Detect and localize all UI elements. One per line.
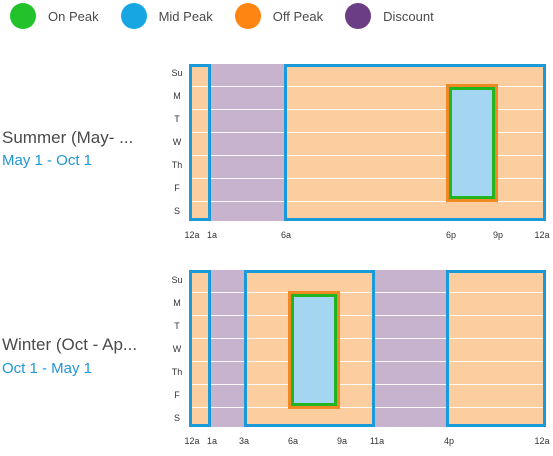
hour-tick: 1a bbox=[206, 230, 218, 240]
day-label: F bbox=[174, 390, 180, 400]
hour-tick: 9a bbox=[336, 436, 348, 446]
day-label: W bbox=[172, 344, 182, 354]
hour-tick: 12a bbox=[184, 436, 200, 446]
day-label: T bbox=[174, 114, 180, 124]
day-label: Su bbox=[171, 275, 183, 285]
summer-grid bbox=[189, 64, 546, 221]
legend-item-discount: Discount bbox=[345, 3, 434, 29]
rate-period-outline bbox=[244, 270, 375, 427]
grid-line bbox=[189, 155, 546, 156]
day-label: T bbox=[174, 321, 180, 331]
hour-tick: 12a bbox=[534, 436, 550, 446]
summer-schedule: Summer (May- ... May 1 - Oct 1 Su M T W … bbox=[0, 60, 553, 250]
hour-tick: 4p bbox=[443, 436, 455, 446]
grid-line bbox=[189, 86, 546, 87]
day-label: M bbox=[173, 91, 181, 101]
hour-tick: 1a bbox=[206, 436, 218, 446]
grid-line bbox=[189, 109, 546, 110]
season-dates: Oct 1 - May 1 bbox=[2, 360, 93, 377]
on-peak-dot-icon bbox=[10, 3, 36, 29]
hour-tick: 6a bbox=[280, 230, 292, 240]
legend-label: Mid Peak bbox=[158, 8, 213, 24]
off-peak-block bbox=[189, 64, 211, 221]
hour-tick: 6a bbox=[287, 436, 299, 446]
legend: On Peak Mid Peak Off Peak Discount bbox=[10, 3, 456, 29]
legend-item-mid-peak: Mid Peak bbox=[120, 3, 213, 29]
hour-tick: 6p bbox=[445, 230, 457, 240]
day-label: W bbox=[172, 137, 182, 147]
day-label: Th bbox=[171, 367, 183, 377]
off-peak-block bbox=[284, 64, 546, 221]
discount-block bbox=[211, 64, 284, 221]
grid-line bbox=[189, 292, 546, 293]
winter-schedule: Winter (Oct - Ap... Oct 1 - May 1 Su M T… bbox=[0, 266, 553, 456]
grid-line bbox=[189, 132, 546, 133]
discount-dot-icon bbox=[345, 3, 372, 29]
legend-item-off-peak: Off Peak bbox=[234, 3, 324, 29]
rate-period-outline bbox=[189, 64, 211, 221]
day-label: M bbox=[173, 298, 181, 308]
season-dates: May 1 - Oct 1 bbox=[2, 152, 93, 169]
hour-tick: 12a bbox=[534, 230, 550, 240]
grid-line bbox=[189, 315, 546, 316]
season-title: Winter (Oct - Ap... bbox=[2, 335, 138, 354]
hour-tick: 12a bbox=[184, 230, 200, 240]
rate-period-outline bbox=[284, 64, 546, 221]
legend-label: Off Peak bbox=[272, 8, 324, 24]
day-label: Th bbox=[171, 160, 183, 170]
grid-line bbox=[189, 201, 546, 202]
grid-line bbox=[189, 338, 546, 339]
off-peak-dot-icon bbox=[234, 3, 261, 29]
grid-line bbox=[189, 384, 546, 385]
mid-peak-dot-icon bbox=[120, 3, 147, 29]
hour-tick: 9p bbox=[492, 230, 504, 240]
hour-tick: 11a bbox=[369, 436, 385, 446]
discount-block bbox=[211, 270, 244, 427]
day-label: S bbox=[173, 413, 180, 423]
day-label: S bbox=[173, 206, 180, 216]
grid-line bbox=[189, 407, 546, 408]
off-peak-block bbox=[189, 270, 211, 427]
mid-peak-block bbox=[288, 291, 340, 409]
legend-item-on-peak: On Peak bbox=[10, 3, 99, 29]
grid-line bbox=[189, 361, 546, 362]
rate-period-outline bbox=[189, 270, 211, 427]
legend-label: Discount bbox=[383, 8, 434, 24]
off-peak-block bbox=[446, 270, 546, 427]
legend-label: On Peak bbox=[48, 8, 99, 24]
winter-grid bbox=[189, 270, 546, 427]
grid-line bbox=[189, 178, 546, 179]
season-title: Summer (May- ... bbox=[2, 128, 134, 147]
day-label: F bbox=[174, 183, 180, 193]
hour-tick: 3a bbox=[238, 436, 250, 446]
mid-peak-block bbox=[446, 84, 498, 202]
rate-period-outline bbox=[446, 270, 546, 427]
day-label: Su bbox=[171, 68, 183, 78]
discount-block bbox=[375, 270, 446, 427]
